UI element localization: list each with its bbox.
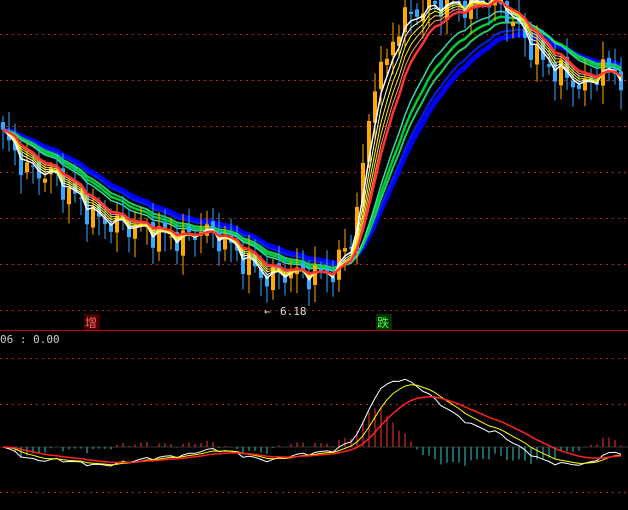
buy-signal-bg [84, 314, 100, 330]
candle-body [439, 0, 443, 17]
candle-body [103, 218, 107, 225]
candle-body [265, 275, 269, 287]
candle-body [61, 168, 65, 200]
candle-body [361, 162, 365, 208]
ma-line-short [2, 0, 622, 276]
candle-body [19, 152, 23, 176]
candle-body [343, 248, 347, 252]
candle-body [583, 78, 587, 91]
candle-body [577, 85, 581, 89]
ma-line-short [2, 0, 622, 279]
candle-body [133, 227, 137, 239]
candle-body [217, 231, 221, 252]
candle-body [523, 27, 527, 38]
candle-body [529, 33, 533, 60]
candle-body [421, 13, 425, 22]
ma-line-short [2, 0, 622, 281]
candle-body [91, 206, 95, 228]
candle-body [301, 262, 305, 271]
ma-line-long [2, 10, 622, 273]
candle-body [43, 178, 47, 183]
candle-body [31, 165, 35, 167]
candle-body [349, 247, 353, 249]
candle-body [313, 265, 317, 285]
candle-body [571, 80, 575, 88]
candle-body [535, 44, 539, 65]
candle-body [379, 61, 383, 89]
macd-dif-line [2, 378, 622, 467]
ma-line-long [2, 32, 622, 266]
sell-signal-text: 跌 [377, 315, 389, 330]
candle-body [67, 188, 71, 205]
candle-body [169, 236, 173, 238]
macd-histogram [0, 408, 628, 466]
moving-averages-short [2, 0, 622, 281]
candle-body [163, 221, 167, 233]
candle-body [415, 9, 419, 17]
candle-body [547, 64, 551, 67]
macd-readout: 06 : 0.00 [0, 333, 60, 346]
ma-line-short [2, 0, 622, 277]
candle-body [445, 0, 449, 21]
candle-body [511, 21, 515, 27]
candle-body [259, 268, 263, 279]
candle-body [223, 234, 227, 250]
candle-body [391, 41, 395, 56]
low-arrow: ← [264, 305, 271, 318]
sell-signal-bg [376, 314, 392, 330]
candle-body [109, 222, 113, 232]
candle-body [193, 236, 197, 240]
candle-body [619, 71, 623, 91]
grid-lines [0, 34, 628, 311]
ma-line-long [2, 15, 622, 271]
candle-body [283, 274, 287, 283]
candle-body [433, 0, 437, 4]
candle-body [559, 60, 563, 86]
moving-averages-long [2, 10, 622, 273]
candle-body [211, 221, 215, 230]
candle-body [373, 91, 377, 123]
ma-line-long [2, 28, 622, 267]
macd-lines [2, 378, 622, 467]
candle-body [385, 58, 389, 65]
sell-signal-badge: 跌 [376, 314, 392, 330]
candle-body [409, 11, 413, 15]
candle-body [427, 0, 431, 9]
ma-line-long [2, 21, 622, 269]
candle-body [79, 197, 83, 199]
buy-signal-text: 增 [85, 316, 97, 330]
candle-body [247, 253, 251, 275]
candle-body [25, 162, 29, 173]
candle-body [367, 120, 371, 162]
low-price-label: ← 6.18 [264, 305, 307, 318]
low-price-value: 6.18 [280, 305, 307, 318]
candle-body [157, 226, 161, 252]
candle-body [187, 225, 191, 233]
candle-body [607, 57, 611, 66]
candle-body [181, 230, 185, 256]
buy-signal-badge: 增 [84, 314, 100, 330]
candle-body [541, 39, 545, 60]
ma-line-short [2, 0, 622, 278]
candle-body [319, 269, 323, 272]
macd-grid-lines [0, 358, 628, 493]
candle-body [241, 250, 245, 274]
candle-body [325, 267, 329, 274]
ma-line-short [2, 0, 622, 276]
candle-body [553, 62, 557, 82]
candle-body [307, 274, 311, 290]
candle-body [403, 7, 407, 33]
macd-signal-line [2, 395, 622, 464]
candle-body [115, 215, 119, 233]
candle-body [1, 122, 5, 130]
candle-body [397, 36, 401, 46]
candle-body [331, 276, 335, 283]
candle-body [271, 267, 275, 291]
